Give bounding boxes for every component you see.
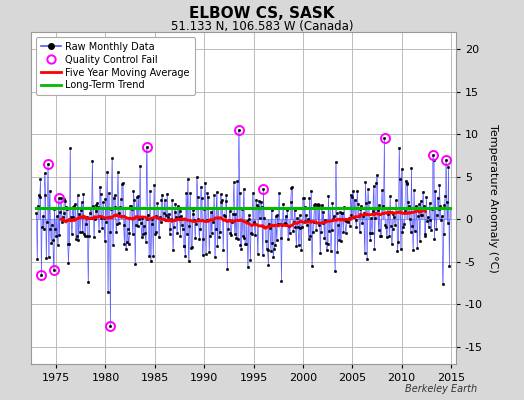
Text: 51.133 N, 106.583 W (Canada): 51.133 N, 106.583 W (Canada) (171, 20, 353, 33)
Legend: Raw Monthly Data, Quality Control Fail, Five Year Moving Average, Long-Term Tren: Raw Monthly Data, Quality Control Fail, … (36, 37, 195, 95)
Y-axis label: Temperature Anomaly (°C): Temperature Anomaly (°C) (488, 124, 498, 272)
Text: Berkeley Earth: Berkeley Earth (405, 384, 477, 394)
Text: ELBOW CS, SASK: ELBOW CS, SASK (189, 6, 335, 21)
